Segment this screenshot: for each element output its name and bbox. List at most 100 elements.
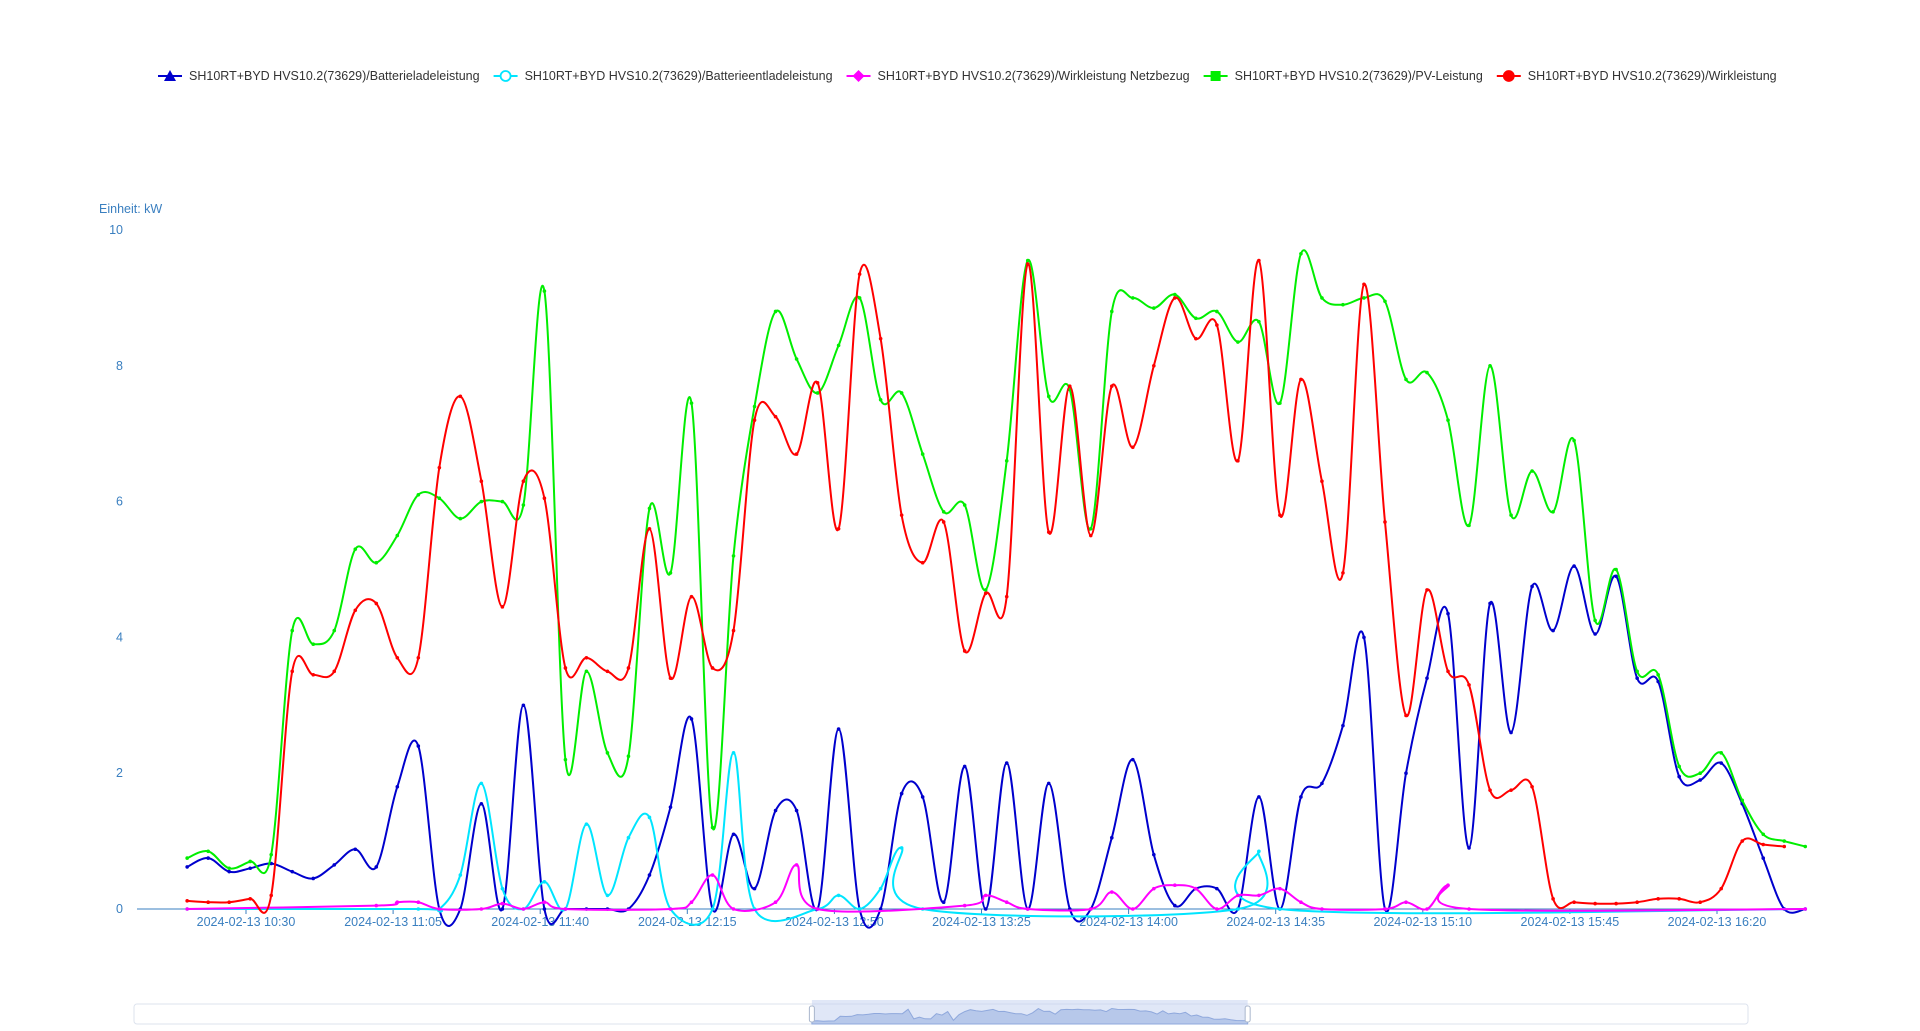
data-point bbox=[290, 628, 295, 633]
data-point bbox=[962, 764, 967, 769]
zoom-preview bbox=[811, 1007, 1249, 1025]
data-point bbox=[1782, 844, 1787, 849]
data-point bbox=[941, 900, 946, 905]
data-point bbox=[1257, 319, 1261, 324]
data-point bbox=[899, 846, 904, 850]
data-point bbox=[1004, 594, 1009, 599]
data-point bbox=[563, 757, 568, 762]
data-point bbox=[605, 893, 610, 898]
data-point bbox=[941, 520, 946, 524]
data-point bbox=[836, 893, 841, 898]
data-point bbox=[374, 601, 379, 606]
legend-item[interactable]: SH10RT+BYD HVS10.2(73629)/Wirkleistung bbox=[1496, 69, 1777, 83]
data-point bbox=[899, 513, 904, 517]
data-point bbox=[1635, 900, 1639, 905]
zoom-handle[interactable] bbox=[1244, 1005, 1251, 1023]
zoom-handle[interactable] bbox=[808, 1005, 815, 1023]
data-point bbox=[353, 608, 358, 613]
data-point bbox=[1572, 438, 1576, 443]
data-point bbox=[1215, 907, 1219, 911]
data-point bbox=[1257, 795, 1261, 799]
data-point bbox=[311, 876, 316, 881]
legend-item[interactable]: SH10RT+BYD HVS10.2(73629)/Wirkleistung N… bbox=[846, 69, 1190, 83]
data-point bbox=[689, 900, 694, 905]
data-point bbox=[185, 907, 189, 911]
data-point bbox=[1131, 757, 1135, 762]
data-point bbox=[311, 642, 316, 646]
legend-item[interactable]: SH10RT+BYD HVS10.2(73629)/Batterieentlad… bbox=[493, 69, 833, 83]
data-point bbox=[773, 900, 778, 905]
data-point bbox=[773, 414, 778, 419]
data-point bbox=[437, 496, 442, 501]
data-point bbox=[290, 669, 295, 674]
data-point bbox=[1173, 883, 1177, 888]
data-point bbox=[668, 907, 673, 911]
data-point bbox=[1635, 676, 1639, 680]
data-point bbox=[1488, 601, 1492, 606]
data-point bbox=[1698, 900, 1702, 905]
data-point bbox=[794, 452, 799, 456]
data-point bbox=[416, 900, 421, 905]
data-point bbox=[1215, 886, 1219, 891]
data-point bbox=[1593, 632, 1597, 636]
data-point bbox=[269, 852, 274, 857]
data-point bbox=[227, 869, 231, 874]
data-point bbox=[1509, 730, 1513, 735]
data-point bbox=[1404, 377, 1408, 382]
data-point bbox=[1236, 459, 1240, 463]
data-point bbox=[227, 900, 231, 905]
data-point bbox=[1088, 526, 1093, 531]
data-point bbox=[479, 907, 484, 911]
data-point bbox=[1109, 309, 1114, 314]
data-point bbox=[857, 296, 862, 300]
data-point bbox=[1004, 900, 1009, 905]
data-point bbox=[815, 907, 820, 911]
zoom-slider[interactable] bbox=[133, 1000, 1749, 1025]
data-point bbox=[1088, 533, 1093, 538]
data-point bbox=[1593, 901, 1597, 906]
data-point bbox=[542, 900, 547, 905]
data-point bbox=[1677, 764, 1681, 769]
data-point bbox=[1004, 761, 1009, 765]
data-point bbox=[185, 865, 189, 869]
data-point bbox=[1677, 897, 1681, 901]
data-point bbox=[1046, 530, 1051, 534]
data-point bbox=[1152, 364, 1156, 368]
series-line bbox=[186, 565, 1806, 929]
data-point bbox=[1236, 893, 1240, 898]
data-point bbox=[416, 744, 421, 748]
series-line bbox=[187, 259, 1785, 914]
legend-item[interactable]: SH10RT+BYD HVS10.2(73629)/Batterieladele… bbox=[158, 69, 480, 83]
data-point bbox=[1551, 628, 1555, 633]
unit-label: Einheit: kW bbox=[99, 202, 162, 216]
data-point bbox=[479, 499, 484, 504]
data-point bbox=[290, 869, 295, 874]
data-point bbox=[1467, 907, 1471, 911]
data-point bbox=[1046, 781, 1051, 786]
data-point bbox=[332, 863, 337, 867]
data-point bbox=[920, 560, 925, 565]
data-point bbox=[458, 516, 463, 521]
data-point bbox=[1404, 900, 1408, 905]
data-point bbox=[500, 907, 505, 911]
data-point bbox=[584, 822, 589, 826]
data-point bbox=[1446, 418, 1450, 422]
data-point bbox=[1404, 771, 1408, 775]
data-point bbox=[1278, 513, 1282, 517]
data-point bbox=[1488, 788, 1492, 792]
legend-item[interactable]: SH10RT+BYD HVS10.2(73629)/PV-Leistung bbox=[1203, 69, 1483, 83]
data-point bbox=[605, 669, 610, 674]
data-point bbox=[773, 309, 778, 314]
data-point bbox=[983, 591, 988, 596]
data-point bbox=[1530, 469, 1534, 473]
data-point bbox=[479, 801, 484, 806]
data-point bbox=[815, 380, 820, 385]
data-point bbox=[1383, 299, 1387, 304]
data-point bbox=[1425, 588, 1429, 592]
data-point bbox=[437, 465, 442, 470]
data-point bbox=[1194, 336, 1198, 341]
data-point bbox=[1362, 296, 1366, 300]
data-point bbox=[878, 336, 883, 341]
data-point bbox=[185, 856, 189, 860]
